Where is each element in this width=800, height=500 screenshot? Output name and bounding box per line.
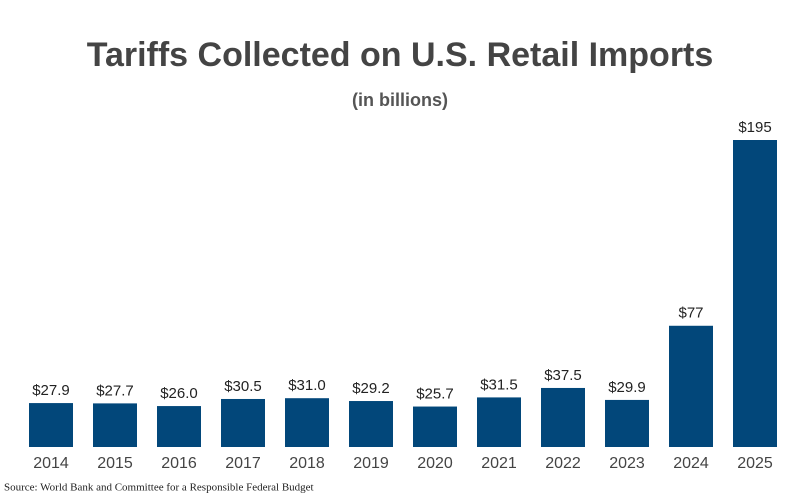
x-tick-label: 2023 bbox=[609, 455, 645, 472]
value-label: $195 bbox=[738, 119, 771, 136]
chart-title: Tariffs Collected on U.S. Retail Imports bbox=[87, 36, 714, 74]
bar bbox=[285, 398, 329, 447]
bar bbox=[477, 397, 521, 447]
value-label: $31.5 bbox=[480, 376, 518, 393]
value-label: $29.2 bbox=[352, 380, 390, 397]
x-tick-label: 2022 bbox=[545, 455, 581, 472]
bar bbox=[29, 403, 73, 447]
value-label: $27.7 bbox=[96, 382, 134, 399]
bar bbox=[605, 399, 649, 447]
bar bbox=[157, 406, 201, 447]
value-label: $25.7 bbox=[416, 386, 454, 403]
bar bbox=[669, 325, 713, 447]
chart-subtitle: (in billions) bbox=[352, 90, 448, 110]
value-label: $37.5 bbox=[544, 367, 582, 384]
x-tick-label: 2020 bbox=[417, 455, 453, 472]
bar bbox=[93, 403, 137, 447]
value-label: $26.0 bbox=[160, 385, 198, 402]
x-tick-label: 2021 bbox=[481, 455, 517, 472]
value-label: $77 bbox=[678, 305, 703, 322]
source-note: Source: World Bank and Committee for a R… bbox=[4, 482, 314, 494]
bar bbox=[541, 387, 585, 447]
bar bbox=[733, 140, 777, 447]
value-label: $27.9 bbox=[32, 382, 70, 399]
value-label: $31.0 bbox=[288, 377, 326, 394]
bar bbox=[349, 401, 393, 447]
x-tick-label: 2016 bbox=[161, 455, 197, 472]
x-tick-label: 2015 bbox=[97, 455, 133, 472]
value-label: $29.9 bbox=[608, 379, 646, 396]
x-tick-label: 2025 bbox=[737, 455, 773, 472]
bar bbox=[221, 398, 265, 447]
value-label: $30.5 bbox=[224, 378, 262, 395]
x-tick-label: 2019 bbox=[353, 455, 389, 472]
x-tick-label: 2018 bbox=[289, 455, 325, 472]
x-tick-label: 2014 bbox=[33, 455, 69, 472]
x-tick-label: 2017 bbox=[225, 455, 261, 472]
x-tick-label: 2024 bbox=[673, 455, 709, 472]
bar bbox=[413, 406, 457, 447]
